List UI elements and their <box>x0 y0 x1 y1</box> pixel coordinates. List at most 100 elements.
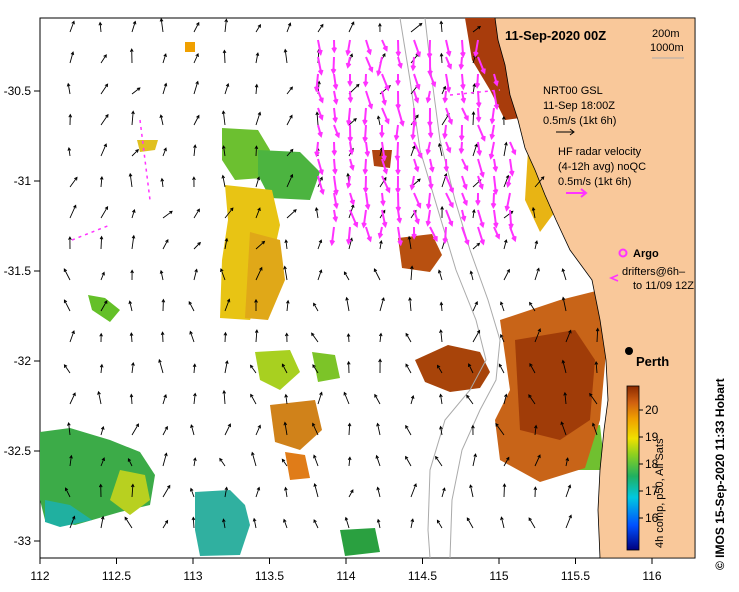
x-tick-label: 115.5 <box>561 569 590 583</box>
gsl-arrow <box>130 483 135 498</box>
credit-text: © IMOS 15-Sep-2020 11:33 Hobart <box>713 378 727 570</box>
gsl-arrow <box>348 117 357 126</box>
gsl-arrow <box>313 302 319 312</box>
city-label: Perth <box>636 354 669 369</box>
perth-marker-icon <box>625 347 633 355</box>
gsl-arrow <box>191 516 196 529</box>
gsl-arrow <box>224 423 231 436</box>
gsl-arrow <box>255 240 266 250</box>
gsl-arrow <box>471 111 476 126</box>
hf-arrow <box>445 107 453 126</box>
hf-arrow <box>429 73 437 88</box>
hf-arrow <box>380 192 386 207</box>
gsl-scale-arrow-icon <box>556 128 575 136</box>
gsl-arrow <box>192 176 196 188</box>
gsl-arrow <box>441 85 447 95</box>
gsl-arrow <box>129 48 134 64</box>
hf-arrow <box>317 158 324 176</box>
gsl-arrow <box>281 458 288 467</box>
gsl-arrow <box>410 518 415 529</box>
hf-arrow <box>331 39 337 54</box>
gsl-arrow <box>255 52 260 64</box>
gsl-arrow <box>561 359 567 374</box>
gsl-legend-line1: NRT00 GSL <box>543 85 603 97</box>
gsl-arrow <box>69 392 76 405</box>
hf-arrow <box>317 90 324 104</box>
gsl-arrow <box>472 25 482 33</box>
hf-arrow <box>381 39 388 52</box>
sst-cold-patches <box>40 128 605 556</box>
gsl-arrow <box>193 208 200 219</box>
gsl-arrow <box>284 239 288 250</box>
hf-legend-line2: (4-12h avg) noQC <box>558 161 646 173</box>
gsl-arrow <box>286 173 294 188</box>
gsl-arrow <box>162 210 173 219</box>
gsl-arrow <box>528 394 536 405</box>
gsl-arrow <box>498 363 505 374</box>
hf-arrow <box>381 209 388 229</box>
hf-arrow <box>332 73 339 91</box>
gsl-arrow <box>131 423 139 436</box>
gsl-arrow <box>437 269 443 281</box>
gsl-arrow <box>131 20 137 33</box>
hf-arrow <box>474 73 481 89</box>
hf-arrow <box>425 141 431 156</box>
gsl-arrow <box>534 176 545 188</box>
gsl-arrow <box>162 238 169 250</box>
hf-arrow <box>445 192 454 209</box>
gsl-arrow <box>313 482 319 498</box>
hf-arrow <box>445 39 452 57</box>
gsl-arrow <box>283 518 288 529</box>
hf-arrow <box>477 175 484 190</box>
gsl-arrow <box>68 236 72 250</box>
hf-arrow <box>349 209 359 228</box>
hf-arrow <box>365 90 374 110</box>
gsl-arrow <box>374 393 381 405</box>
gsl-arrow <box>100 83 109 95</box>
gsl-arrow <box>162 452 168 467</box>
gsl-arrow <box>219 457 226 467</box>
gsl-arrow <box>561 268 567 281</box>
gsl-arrow <box>97 390 102 405</box>
gsl-arrow <box>100 515 105 529</box>
gsl-arrow <box>255 111 262 126</box>
gsl-arrow <box>379 297 385 312</box>
hf-arrow <box>317 107 324 121</box>
gsl-arrow <box>565 329 572 343</box>
gsl-arrow <box>69 176 78 188</box>
gsl-arrow <box>534 240 539 250</box>
isobath-200-label: 200m <box>652 28 680 40</box>
gsl-arrow <box>131 87 141 95</box>
gsl-arrow <box>162 53 167 64</box>
gsl-arrow <box>410 483 417 498</box>
gsl-arrow <box>313 519 319 529</box>
gsl-arrow <box>534 424 538 436</box>
gsl-arrow <box>100 457 105 467</box>
gsl-arrow <box>376 115 381 126</box>
y-tick-label: -32 <box>14 354 32 368</box>
hf-arrow <box>429 158 435 173</box>
hf-arrow <box>460 73 466 91</box>
gsl-arrow <box>466 517 474 529</box>
gsl-arrow <box>439 393 443 405</box>
gsl-arrow <box>343 271 350 281</box>
hf-arrow <box>347 124 354 143</box>
gsl-arrow <box>69 51 75 64</box>
gsl-arrow <box>255 176 261 188</box>
gsl-arrow <box>347 456 352 467</box>
hf-arrow <box>445 56 452 70</box>
gsl-arrow <box>224 237 229 250</box>
gsl-arrow <box>254 145 259 157</box>
gsl-arrow <box>161 298 166 312</box>
hf-arrow <box>488 141 495 160</box>
gsl-arrow <box>286 299 290 312</box>
hf-arrow <box>397 107 405 127</box>
gsl-arrow <box>222 389 226 405</box>
gsl-arrow <box>131 110 135 126</box>
gsl-arrow <box>376 518 381 529</box>
y-tick-label: -32.5 <box>4 444 32 458</box>
gsl-arrow <box>284 486 288 498</box>
hf-arrow <box>409 175 416 191</box>
hf-arrow <box>473 39 479 58</box>
hf-arrow <box>458 141 465 155</box>
